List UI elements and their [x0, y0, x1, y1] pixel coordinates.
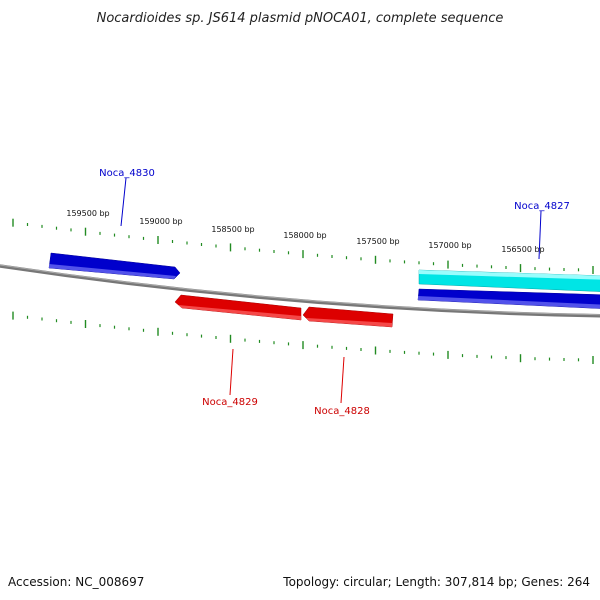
- ruler-label-157500: 157500 bp: [356, 237, 399, 246]
- leader-line-noca-4830: [120, 177, 127, 227]
- gene-label-noca-4829[interactable]: Noca_4829: [202, 397, 258, 408]
- gene-noca-4828[interactable]: [302, 306, 394, 328]
- gene-label-noca-4827[interactable]: Noca_4827: [514, 201, 570, 212]
- accession-text: Accession: NC_008697: [8, 575, 144, 589]
- ruler-labels: 159500 bp 159000 bp 158500 bp 158000 bp …: [66, 209, 544, 254]
- ruler-label-159000: 159000 bp: [139, 217, 182, 226]
- map-title: Nocardioides sp. JS614 plasmid pNOCA01, …: [97, 11, 504, 26]
- inner-tick-track: [12, 311, 594, 364]
- leader-line-noca-4827: [538, 210, 542, 260]
- gene-noca-4830[interactable]: [48, 252, 181, 280]
- leader-line-noca-4828: [340, 356, 345, 404]
- sequence-backbone: [0, 264, 600, 318]
- gene-noca-4827[interactable]: [417, 269, 600, 309]
- leader-line-noca-4829: [229, 348, 234, 396]
- ruler-label-157000: 157000 bp: [428, 241, 471, 250]
- ruler-label-159500: 159500 bp: [66, 209, 109, 218]
- sequence-summary: Topology: circular; Length: 307,814 bp; …: [282, 575, 590, 589]
- ruler-label-156500: 156500 bp: [501, 245, 544, 254]
- gene-label-noca-4828[interactable]: Noca_4828: [314, 406, 370, 417]
- ruler-label-158500: 158500 bp: [211, 225, 254, 234]
- gene-noca-4829[interactable]: [174, 294, 302, 321]
- ruler-label-158000: 158000 bp: [283, 231, 326, 240]
- outer-tick-track: [12, 218, 594, 274]
- gene-label-noca-4830[interactable]: Noca_4830: [99, 168, 155, 179]
